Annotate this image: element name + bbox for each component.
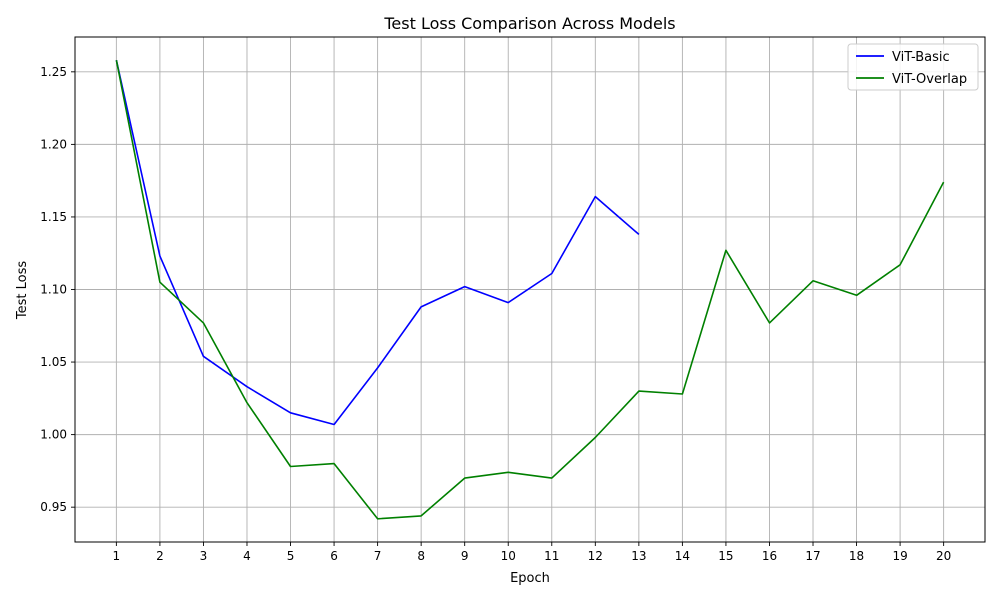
y-axis-label: Test Loss bbox=[15, 261, 30, 320]
y-tick-label: 0.95 bbox=[40, 500, 67, 514]
x-tick-label: 15 bbox=[718, 549, 733, 563]
y-axis-ticks: 0.95 1.00 1.05 1.10 1.15 1.20 1.25 bbox=[40, 65, 75, 514]
chart-title: Test Loss Comparison Across Models bbox=[383, 14, 675, 33]
x-tick-label: 14 bbox=[675, 549, 690, 563]
x-tick-label: 20 bbox=[936, 549, 951, 563]
x-axis-ticks: 1 2 3 4 5 6 7 8 9 10 11 12 13 14 15 16 17 18 19 20 bbox=[113, 542, 951, 563]
x-tick-label: 4 bbox=[243, 549, 251, 563]
y-tick-label: 1.10 bbox=[40, 283, 67, 297]
x-tick-label: 3 bbox=[200, 549, 208, 563]
grid-lines bbox=[75, 37, 985, 542]
x-tick-label: 10 bbox=[501, 549, 516, 563]
x-tick-label: 16 bbox=[762, 549, 777, 563]
legend-label-vit-overlap: ViT-Overlap bbox=[892, 72, 967, 87]
x-tick-label: 11 bbox=[544, 549, 559, 563]
y-tick-label: 1.05 bbox=[40, 355, 67, 369]
x-tick-label: 9 bbox=[461, 549, 469, 563]
x-tick-label: 1 bbox=[113, 549, 121, 563]
legend-label-vit-basic: ViT-Basic bbox=[892, 50, 950, 65]
series-line-vit-overlap bbox=[115, 60, 945, 520]
x-tick-label: 13 bbox=[631, 549, 646, 563]
x-tick-label: 6 bbox=[330, 549, 338, 563]
x-tick-label: 12 bbox=[588, 549, 603, 563]
x-tick-label: 8 bbox=[417, 549, 425, 563]
y-tick-label: 1.00 bbox=[40, 428, 67, 442]
series-line-vit-basic bbox=[115, 60, 640, 426]
y-tick-label: 1.20 bbox=[40, 137, 67, 151]
x-axis-label: Epoch bbox=[510, 571, 550, 586]
y-tick-label: 1.25 bbox=[40, 65, 67, 79]
x-tick-label: 17 bbox=[805, 549, 820, 563]
series-lines bbox=[115, 60, 945, 520]
x-tick-label: 7 bbox=[374, 549, 382, 563]
legend: ViT-Basic ViT-Overlap bbox=[847, 43, 979, 91]
x-tick-label: 2 bbox=[156, 549, 164, 563]
x-tick-label: 19 bbox=[892, 549, 907, 563]
x-tick-label: 18 bbox=[849, 549, 864, 563]
x-tick-label: 5 bbox=[287, 549, 295, 563]
y-tick-label: 1.15 bbox=[40, 210, 67, 224]
